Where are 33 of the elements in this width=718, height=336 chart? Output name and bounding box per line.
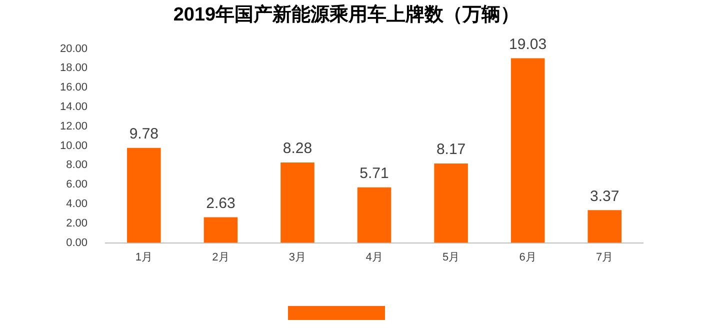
bar: [127, 148, 161, 243]
bar: [588, 210, 622, 243]
data-label: 8.17: [436, 141, 466, 158]
bar: [357, 187, 392, 243]
x-tick-label: 4月: [366, 251, 383, 264]
y-tick-label: 18.00: [60, 62, 88, 74]
data-label: 8.28: [282, 140, 312, 158]
x-tick-label: 3月: [288, 251, 306, 264]
data-label: 19.03: [509, 36, 547, 53]
y-tick-label: 10.00: [60, 140, 88, 152]
bar: [434, 164, 468, 243]
y-tick-label: 4.00: [66, 198, 88, 210]
data-label: 9.78: [129, 126, 159, 143]
y-tick-label: 12.00: [60, 120, 88, 132]
data-label: 5.71: [360, 165, 389, 182]
x-tick-label: 1月: [135, 251, 152, 264]
y-tick-label: 2.00: [66, 217, 88, 230]
data-label: 3.37: [590, 188, 620, 205]
y-tick-label: 16.00: [60, 82, 88, 94]
bar: [280, 162, 314, 243]
y-tick-label: 8.00: [66, 159, 88, 172]
x-tick-label: 7月: [596, 251, 614, 264]
x-tick-label: 2月: [212, 251, 230, 264]
y-tick-label: 14.00: [60, 101, 88, 114]
x-tick-label: 6月: [519, 251, 536, 264]
y-tick-label: 0.00: [66, 236, 88, 249]
y-tick-label: 6.00: [66, 178, 88, 191]
x-tick-label: 5月: [442, 251, 460, 264]
y-tick-label: 20.00: [60, 42, 88, 55]
chart-title: 2019年国产新能源乘用车上牌数（万辆）: [173, 4, 520, 26]
bar: [510, 58, 545, 243]
bar: [204, 217, 238, 243]
data-label: 2.63: [206, 194, 236, 212]
